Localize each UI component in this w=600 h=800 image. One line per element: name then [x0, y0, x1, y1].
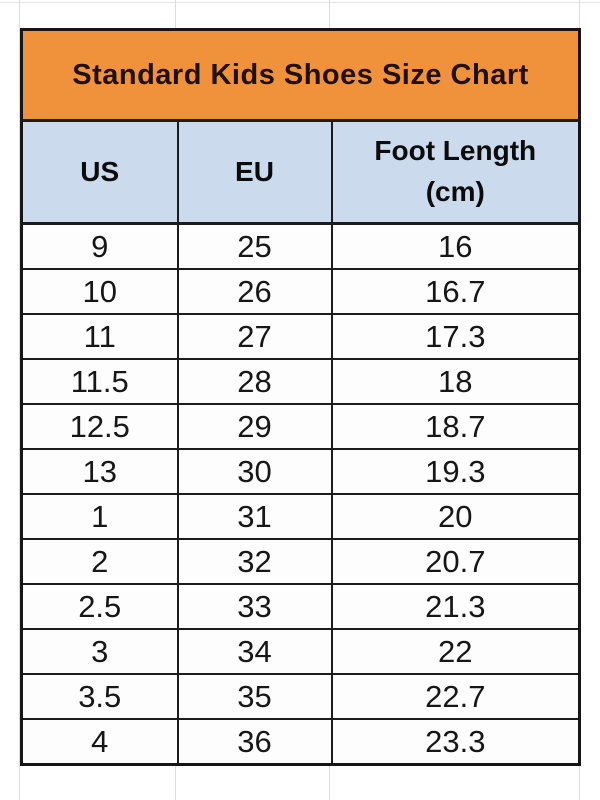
cm-cell: 21.3 [330, 583, 581, 630]
cm-cell: 22.7 [330, 673, 581, 720]
eu-cell: 27 [176, 313, 333, 360]
table-row: 11.5 28 18 [20, 358, 581, 405]
table-row: 9 25 16 [20, 222, 581, 270]
eu-cell: 30 [176, 448, 333, 495]
table-row: 2 32 20.7 [20, 538, 581, 585]
us-cell: 1 [20, 493, 179, 540]
column-header-foot-length-line1: Foot Length [374, 135, 537, 167]
eu-cell: 34 [176, 628, 333, 675]
cm-cell: 18 [330, 358, 581, 405]
cm-cell: 16.7 [330, 268, 581, 315]
column-header-eu: EU [176, 119, 333, 225]
table-row: 13 30 19.3 [20, 448, 581, 495]
cm-cell: 19.3 [330, 448, 581, 495]
spreadsheet-gridline [0, 2, 600, 3]
eu-cell: 36 [176, 718, 333, 766]
table-row: 2.5 33 21.3 [20, 583, 581, 630]
column-header-us: US [20, 119, 179, 225]
us-cell: 4 [20, 718, 179, 766]
eu-cell: 33 [176, 583, 333, 630]
eu-cell: 35 [176, 673, 333, 720]
us-cell: 11.5 [20, 358, 179, 405]
eu-cell: 28 [176, 358, 333, 405]
cm-cell: 16 [330, 222, 581, 270]
table-row: 4 36 23.3 [20, 718, 581, 766]
table-row: 12.5 29 18.7 [20, 403, 581, 450]
cm-cell: 17.3 [330, 313, 581, 360]
eu-cell: 31 [176, 493, 333, 540]
column-header-foot-length-line2: (cm) [425, 176, 485, 207]
spreadsheet-gridline [19, 0, 20, 800]
us-cell: 13 [20, 448, 179, 495]
us-cell: 9 [20, 222, 179, 270]
table-row: 11 27 17.3 [20, 313, 581, 360]
us-cell: 3 [20, 628, 179, 675]
table-row: 3 34 22 [20, 628, 581, 675]
cm-cell: 23.3 [330, 718, 581, 766]
us-cell: 12.5 [20, 403, 179, 450]
cm-cell: 20 [330, 493, 581, 540]
table-row: 3.5 35 22.7 [20, 673, 581, 720]
chart-title: Standard Kids Shoes Size Chart [20, 28, 581, 122]
header-row: US EU Foot Length (cm) [20, 119, 581, 225]
us-cell: 3.5 [20, 673, 179, 720]
table-row: 1 31 20 [20, 493, 581, 540]
column-header-foot-length: Foot Length (cm) [330, 119, 581, 225]
us-cell: 2 [20, 538, 179, 585]
size-chart-table: Standard Kids Shoes Size Chart US EU Foo… [20, 28, 582, 766]
us-cell: 2.5 [20, 583, 179, 630]
cm-cell: 20.7 [330, 538, 581, 585]
eu-cell: 25 [176, 222, 333, 270]
eu-cell: 32 [176, 538, 333, 585]
us-cell: 11 [20, 313, 179, 360]
cm-cell: 22 [330, 628, 581, 675]
eu-cell: 26 [176, 268, 333, 315]
eu-cell: 29 [176, 403, 333, 450]
cm-cell: 18.7 [330, 403, 581, 450]
table-row: 10 26 16.7 [20, 268, 581, 315]
title-row: Standard Kids Shoes Size Chart [20, 28, 581, 122]
us-cell: 10 [20, 268, 179, 315]
